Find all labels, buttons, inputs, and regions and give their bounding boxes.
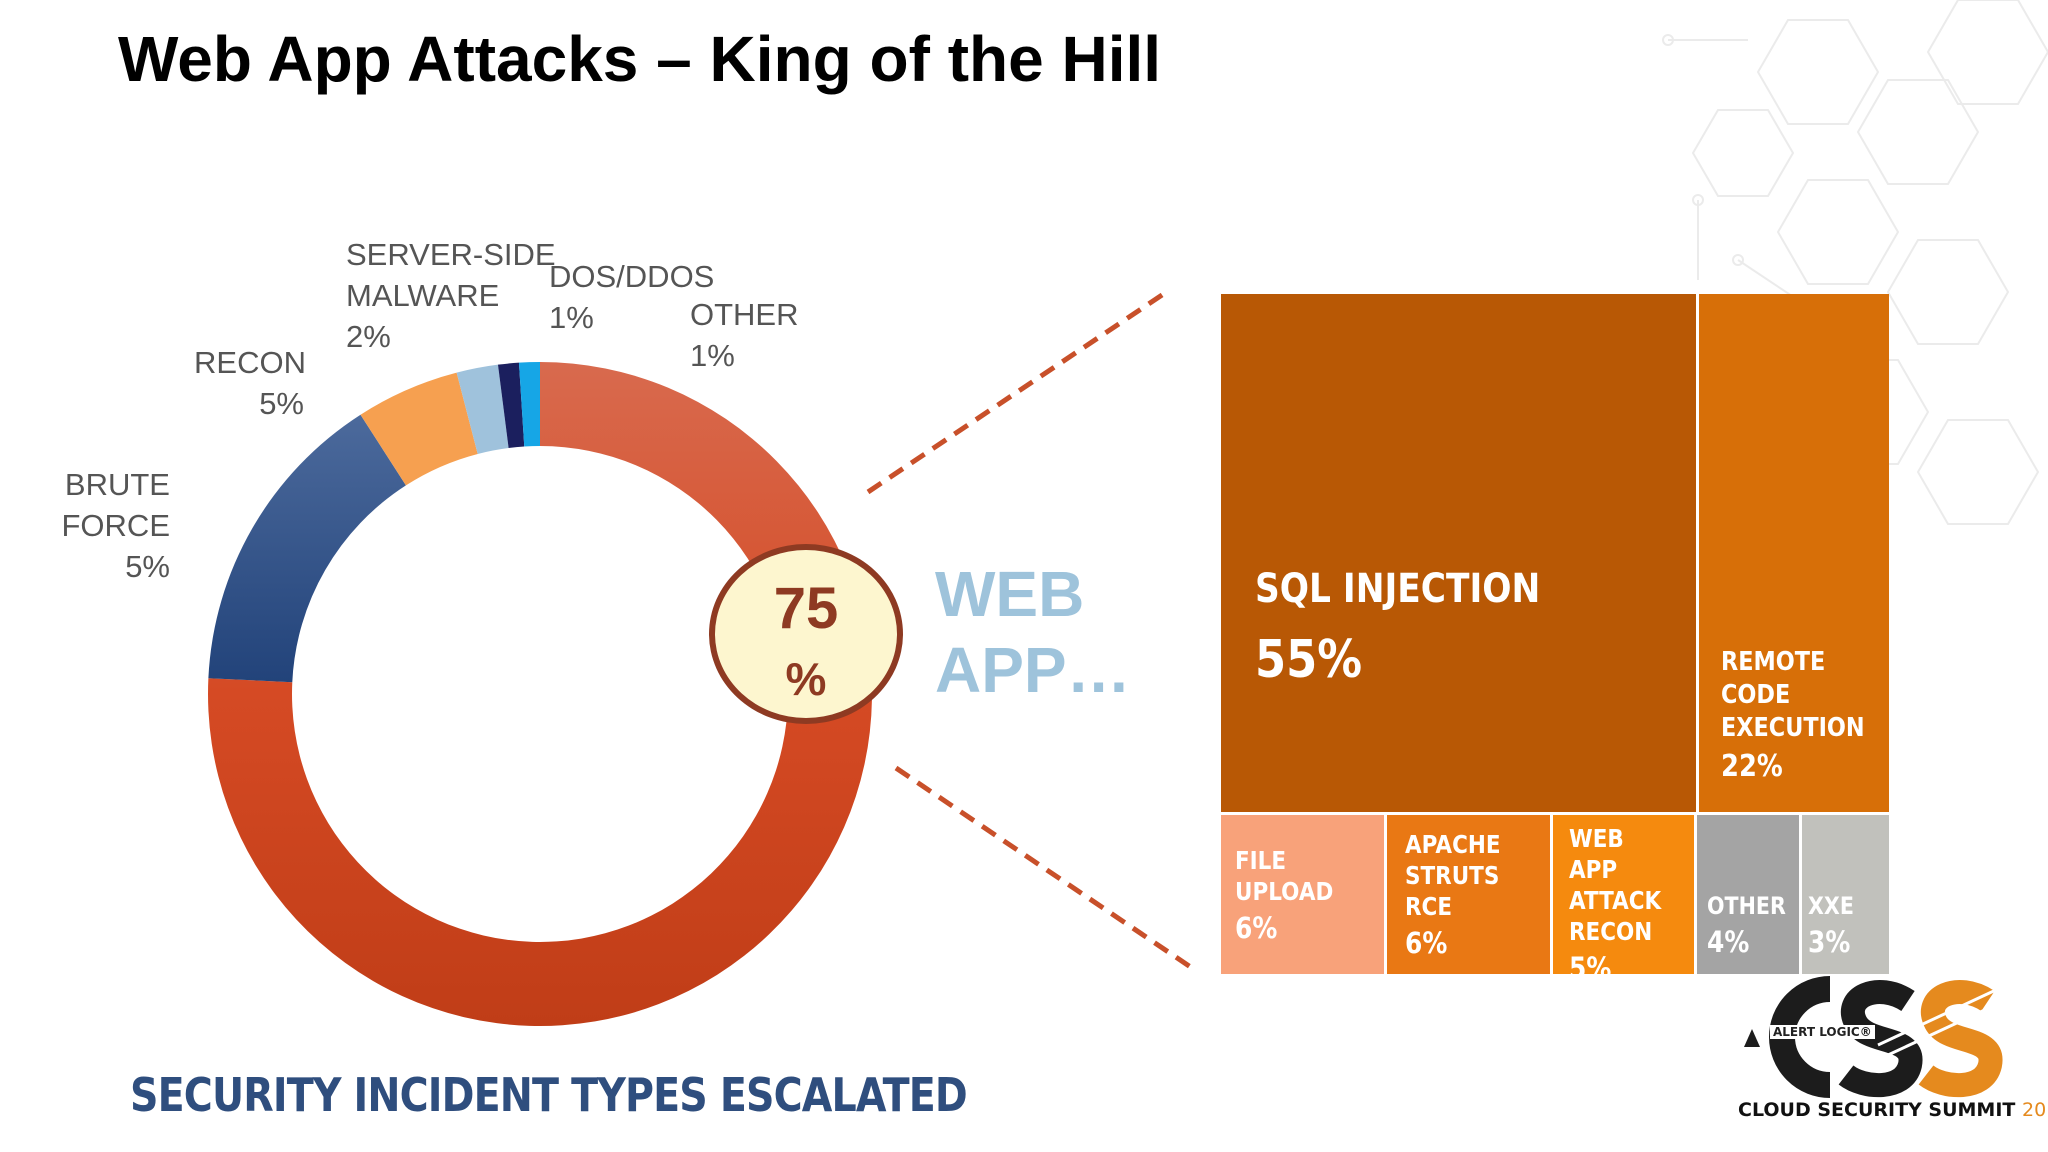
treemap-cell-remote-code-execution: REMOTE CODE EXECUTION 22% — [1699, 294, 1889, 812]
treemap-cell-value: 6% — [1235, 911, 1278, 945]
treemap-cell-label: REMOTE CODE EXECUTION — [1721, 647, 1865, 743]
donut-label-line: MALWARE — [346, 278, 500, 313]
donut-label-line: 5% — [259, 386, 304, 421]
treemap-cell-apache-struts-rce: APACHE STRUTS RCE 6% — [1387, 815, 1550, 974]
treemap-cell-value: 4% — [1707, 925, 1750, 959]
treemap-cell-value: 22% — [1721, 749, 1783, 784]
footer-caption: SECURITY INCIDENT TYPES ESCALATED — [130, 1068, 968, 1122]
logo-caption-text: CLOUD SECURITY SUMMIT — [1738, 1099, 2016, 1121]
web-app-label-line: WEB — [935, 558, 1085, 630]
web-app-percent-callout: 75 % — [709, 544, 903, 724]
donut-label-line: 5% — [125, 549, 170, 584]
treemap-cell-xxe: XXE 3% — [1802, 815, 1889, 974]
donut-label-server-side-malware: SERVER-SIDE MALWARE 2% — [346, 234, 556, 357]
treemap-cell-other: OTHER 4% — [1697, 815, 1799, 974]
treemap-cell-value: 6% — [1405, 926, 1448, 960]
treemap-cell-label: FILE UPLOAD — [1235, 846, 1334, 906]
treemap-cell-value: 55% — [1255, 630, 1363, 690]
callout-unit: % — [785, 653, 827, 705]
donut-label-line: BRUTE — [64, 467, 170, 502]
web-app-attack-treemap: SQL INJECTION 55% REMOTE CODE EXECUTION 22%… — [1221, 294, 1889, 974]
treemap-cell-label: SQL INJECTION — [1255, 566, 1541, 612]
donut-label-other: OTHER 1% — [690, 294, 810, 376]
treemap-cell-label: APACHE STRUTS RCE — [1405, 830, 1501, 921]
donut-label-line: 2% — [346, 319, 391, 354]
donut-slice-dos-ddos — [497, 362, 525, 448]
treemap-cell-value: 5% — [1569, 951, 1612, 974]
donut-slice-recon — [360, 372, 478, 486]
donut-label-line: RECON — [194, 345, 306, 380]
donut-label-line: SERVER-SIDE — [346, 237, 556, 272]
treemap-cell-value: 3% — [1808, 925, 1851, 959]
donut-label-line: 1% — [549, 300, 594, 335]
web-app-label: WEB APP… — [935, 556, 1131, 708]
treemap-cell-web-app-attack-recon: WEB APP ATTACK RECON 5% — [1553, 815, 1694, 974]
treemap-cell-label: OTHER — [1707, 892, 1786, 920]
logo-year: 2018 — [2022, 1099, 2048, 1121]
donut-label-line: 1% — [690, 338, 735, 373]
treemap-cell-label: XXE — [1808, 892, 1854, 920]
donut-label-dos-ddos: DOS/DDOS 1% — [549, 256, 715, 338]
callout-value: 75 — [773, 576, 839, 641]
treemap-cell-file-upload: FILE UPLOAD 6% — [1221, 815, 1384, 974]
web-app-label-line: APP… — [935, 634, 1131, 706]
donut-slice-other — [518, 362, 540, 447]
donut-label-brute-force: BRUTE FORCE 5% — [52, 464, 171, 587]
treemap-cell-label: WEB APP ATTACK RECON — [1569, 824, 1662, 946]
css-summit-logo: ALERT LOGIC® CLOUD SECURITY SUMMIT 2018 — [1738, 975, 2048, 1125]
donut-label-line: FORCE — [61, 508, 171, 543]
logo-brand: ALERT LOGIC® — [1770, 1025, 1875, 1039]
logo-caption: CLOUD SECURITY SUMMIT 2018 — [1738, 1099, 2048, 1121]
connector-line-bottom — [894, 765, 1194, 971]
donut-slice-server-side-malware — [456, 364, 509, 454]
donut-slice-brute-force — [208, 414, 406, 683]
donut-label-line: DOS/DDOS — [549, 259, 715, 294]
slide-title: Web App Attacks – King of the Hill — [118, 23, 1162, 95]
donut-label-line: OTHER — [690, 297, 799, 332]
donut-label-recon: RECON 5% — [194, 342, 306, 424]
connector-line-top — [866, 290, 1167, 495]
treemap-cell-sql-injection: SQL INJECTION 55% — [1221, 294, 1696, 812]
